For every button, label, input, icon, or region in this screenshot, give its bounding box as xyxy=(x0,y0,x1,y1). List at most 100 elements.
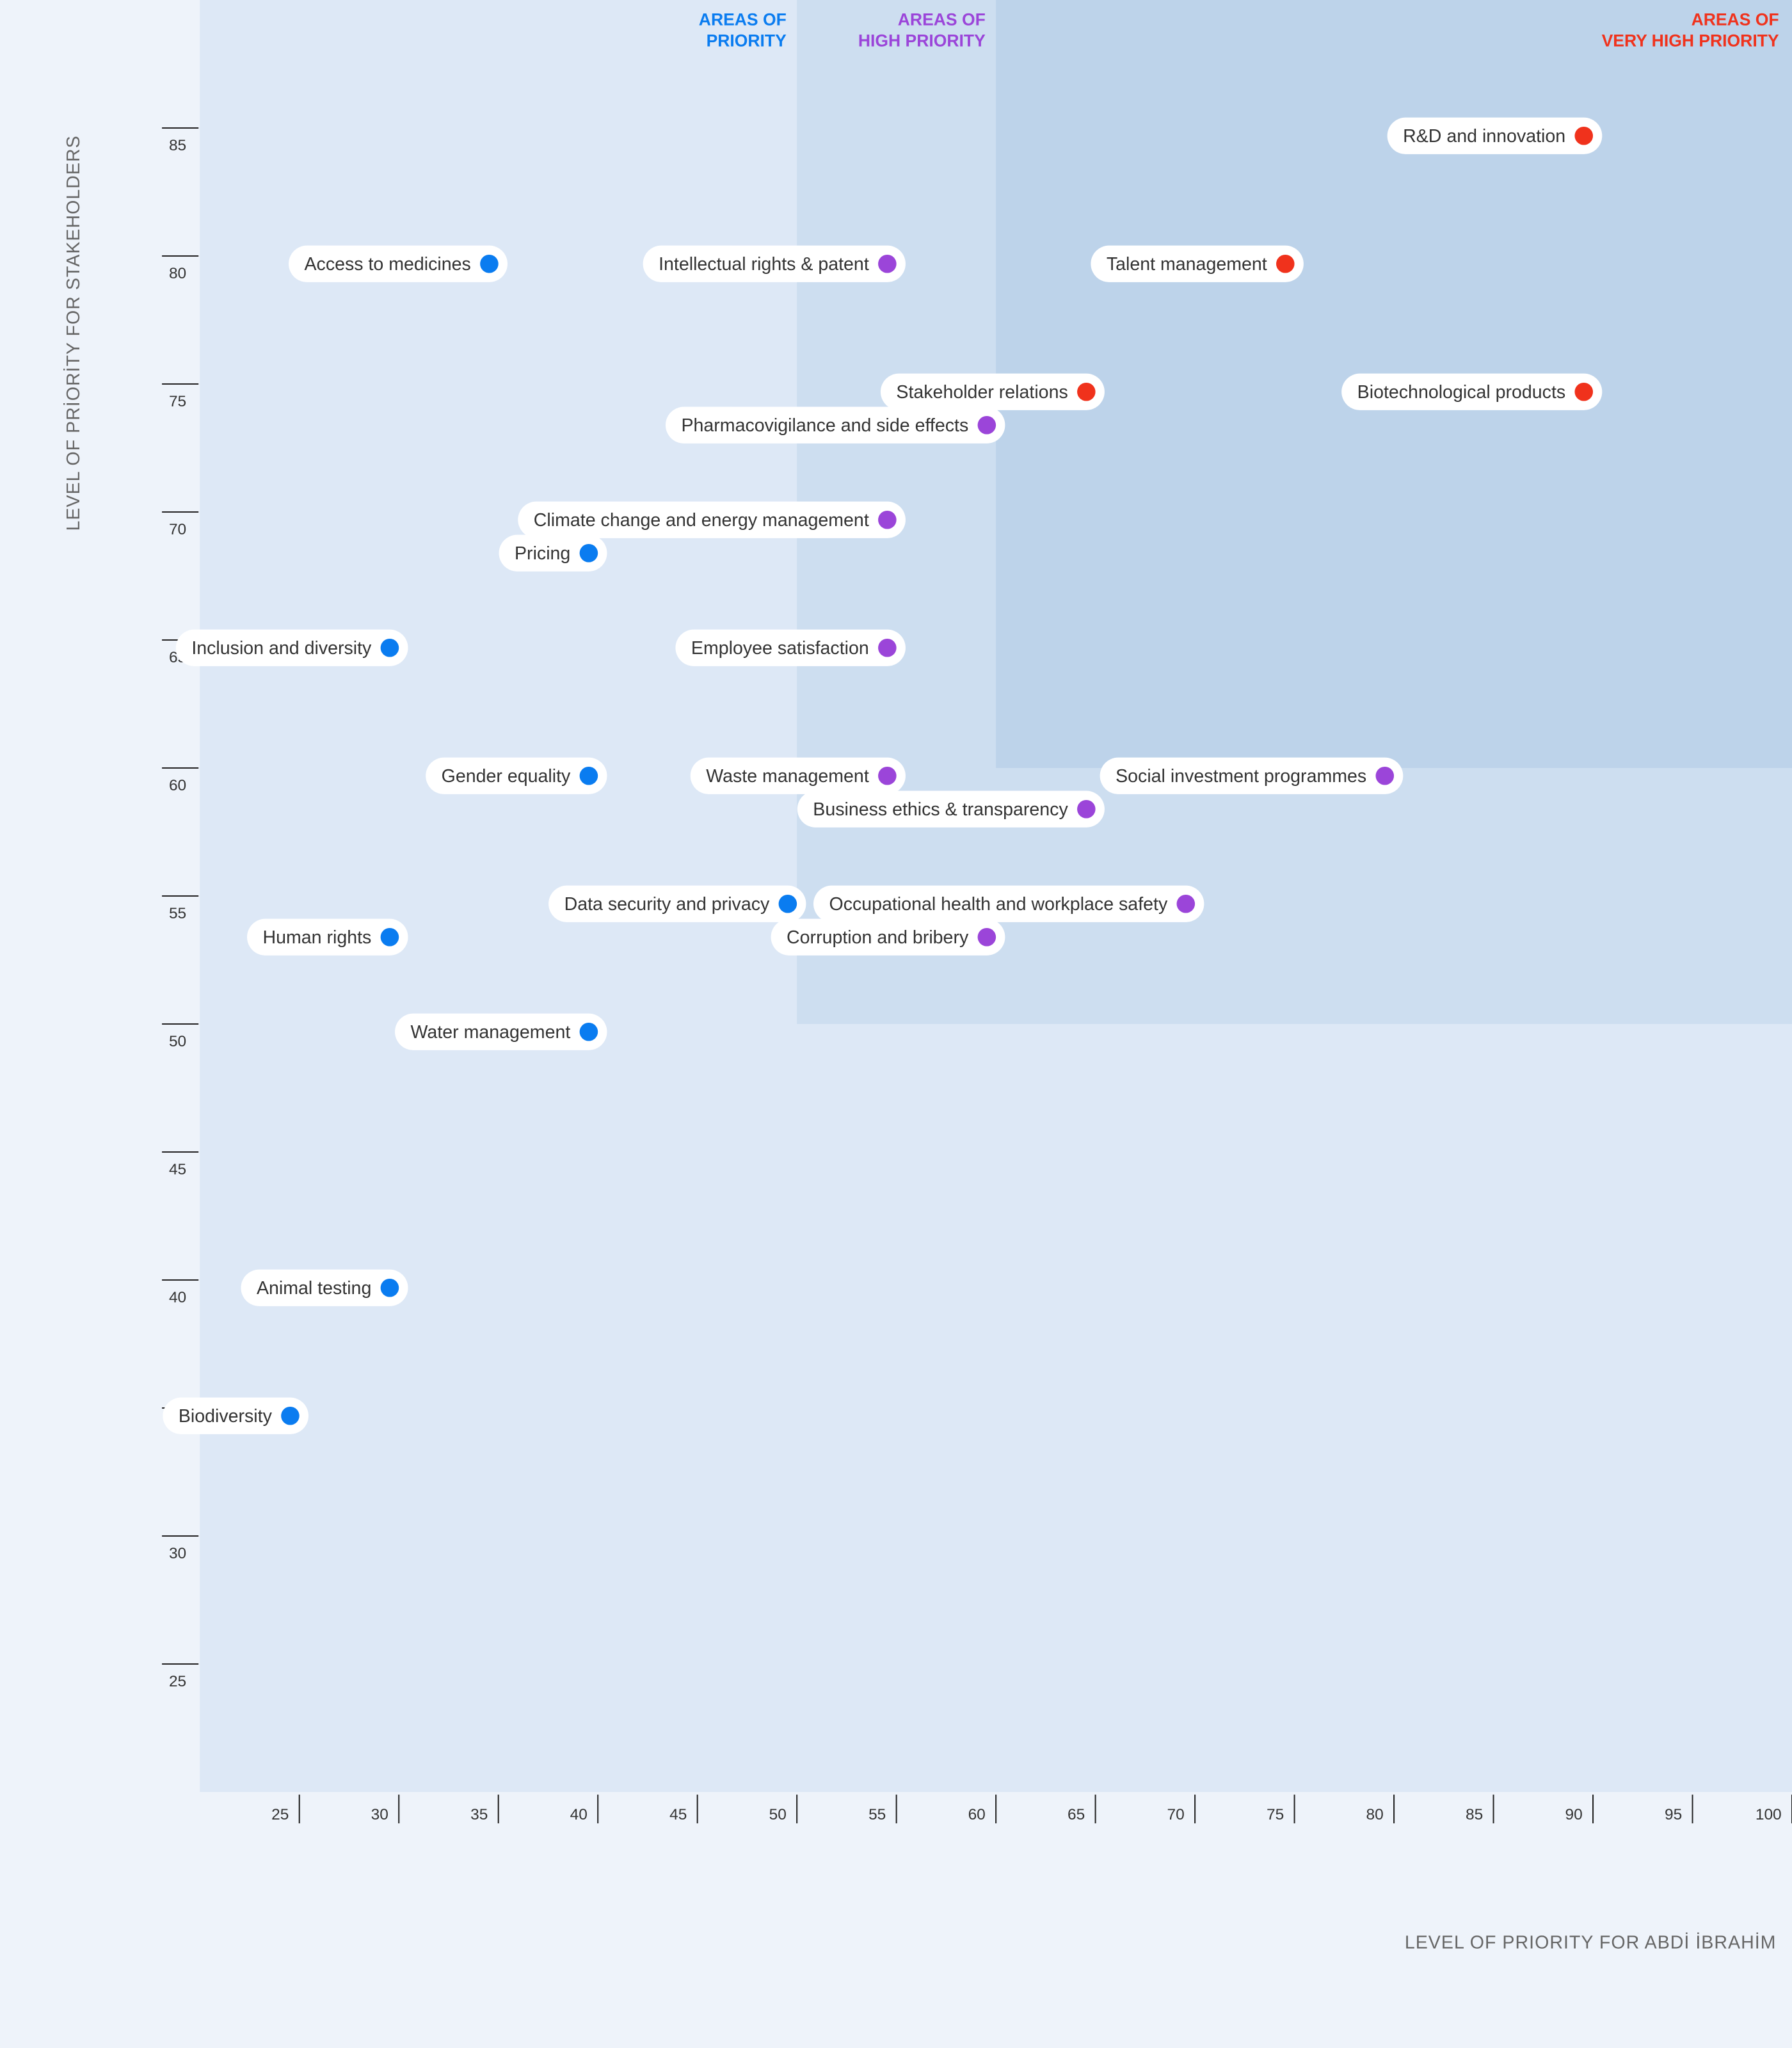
topic: R&D and innovation xyxy=(1387,117,1603,154)
y-tick-label: 50 xyxy=(169,1033,186,1050)
label-pill xyxy=(175,629,408,666)
topic-dot xyxy=(1276,254,1295,273)
topic: Human rights xyxy=(247,918,408,956)
topic: Inclusion and diversity xyxy=(175,629,408,666)
topic-dot xyxy=(579,543,598,563)
region-label: AREAS OF xyxy=(898,10,986,29)
x-tick-label: 45 xyxy=(669,1806,687,1823)
region-label: PRIORITY xyxy=(707,31,787,50)
topic-dot xyxy=(1574,126,1594,145)
x-tick-label: 65 xyxy=(1068,1806,1085,1823)
topic-dot xyxy=(878,254,897,273)
topic: Talent management xyxy=(1091,245,1304,282)
topic: Social investment programmes xyxy=(1100,757,1404,794)
label-pill xyxy=(247,918,408,956)
topic-label: Stakeholder relations xyxy=(896,382,1068,403)
topic-dot xyxy=(977,415,996,435)
topic-dot xyxy=(977,927,996,947)
label-pill xyxy=(643,245,906,282)
topic-dot xyxy=(1077,799,1096,819)
x-tick-label: 40 xyxy=(570,1806,588,1823)
label-pill xyxy=(675,629,906,666)
topic: Water management xyxy=(395,1013,607,1050)
topic: Access to medicines xyxy=(289,245,508,282)
topic-label: Social investment programmes xyxy=(1116,766,1366,787)
region-label: HIGH PRIORITY xyxy=(858,31,986,50)
label-pill xyxy=(241,1269,408,1306)
x-tick-label: 70 xyxy=(1167,1806,1185,1823)
label-pill xyxy=(813,885,1204,922)
label-pill xyxy=(880,373,1105,410)
y-tick-label: 80 xyxy=(169,265,186,282)
topic: Waste management xyxy=(690,757,906,794)
y-tick-label: 30 xyxy=(169,1545,186,1562)
y-tick-label: 60 xyxy=(169,777,186,794)
topic: Intellectual rights & patent xyxy=(643,245,906,282)
y-tick-label: 70 xyxy=(169,521,186,538)
label-pill xyxy=(1091,245,1304,282)
topic-label: Climate change and energy management xyxy=(534,510,869,531)
topic-label: Biodiversity xyxy=(179,1406,273,1427)
topic-label: Animal testing xyxy=(257,1278,371,1299)
x-tick-label: 60 xyxy=(968,1806,986,1823)
topic: Employee satisfaction xyxy=(675,629,906,666)
label-pill xyxy=(1387,117,1603,154)
topic-label: Waste management xyxy=(706,766,869,787)
label-pill xyxy=(289,245,508,282)
x-tick-label: 85 xyxy=(1466,1806,1483,1823)
topic-label: Biotechnological products xyxy=(1357,382,1566,403)
label-pill xyxy=(1100,757,1404,794)
x-tick-label: 100 xyxy=(1756,1806,1782,1823)
topic-dot xyxy=(1077,382,1096,401)
label-pill xyxy=(1341,373,1603,410)
topic-dot xyxy=(1176,894,1196,913)
topic-label: Intellectual rights & patent xyxy=(659,254,869,275)
region-label: AREAS OF xyxy=(699,10,787,29)
x-tick-label: 95 xyxy=(1665,1806,1682,1823)
x-axis-title: LEVEL OF PRIORITY FOR ABDİ İBRAHİM xyxy=(1405,1932,1777,1953)
topic-dot xyxy=(281,1406,300,1425)
topic-dot xyxy=(878,766,897,785)
topic-dot xyxy=(1574,382,1594,401)
topic-dot xyxy=(579,766,598,785)
topic-label: Pharmacovigilance and side effects xyxy=(681,415,968,436)
y-tick-label: 75 xyxy=(169,393,186,410)
topic-label: R&D and innovation xyxy=(1403,126,1565,147)
label-pill xyxy=(665,406,1005,444)
topic-dot xyxy=(380,927,399,947)
label-pill xyxy=(518,501,906,538)
topic: Pricing xyxy=(499,534,607,572)
x-tick-label: 25 xyxy=(271,1806,289,1823)
region-label: AREAS OF xyxy=(1692,10,1779,29)
topic: Biotechnological products xyxy=(1341,373,1603,410)
topic: Data security and privacy xyxy=(548,885,806,922)
x-tick-label: 75 xyxy=(1267,1806,1284,1823)
y-axis-title: LEVEL OF PRİORİTY FOR STAKEHOLDERS xyxy=(63,135,84,531)
y-tick-label: 25 xyxy=(169,1673,186,1690)
topic-dot xyxy=(480,254,499,273)
topic-dot xyxy=(778,894,797,913)
y-tick-label: 45 xyxy=(169,1161,186,1178)
label-pill xyxy=(771,918,1005,956)
topic-label: Talent management xyxy=(1107,254,1267,275)
label-pill xyxy=(548,885,806,922)
topic: Corruption and bribery xyxy=(771,918,1005,956)
y-tick-label: 55 xyxy=(169,905,186,922)
topic: Business ethics & transparency xyxy=(797,790,1105,828)
topic: Biodiversity xyxy=(163,1397,309,1434)
topic-dot xyxy=(878,638,897,657)
topic-dot xyxy=(380,638,399,657)
topic-label: Business ethics & transparency xyxy=(813,799,1068,820)
topic-label: Human rights xyxy=(262,927,371,948)
topic-label: Corruption and bribery xyxy=(787,927,969,948)
label-pill xyxy=(499,534,607,572)
topic-dot xyxy=(878,510,897,529)
topic-dot xyxy=(1375,766,1395,785)
topic: Gender equality xyxy=(426,757,607,794)
topic: Pharmacovigilance and side effects xyxy=(665,406,1005,444)
topic-dot xyxy=(380,1278,399,1297)
topic-label: Inclusion and diversity xyxy=(191,638,372,659)
x-tick-label: 50 xyxy=(769,1806,787,1823)
label-pill xyxy=(395,1013,607,1050)
